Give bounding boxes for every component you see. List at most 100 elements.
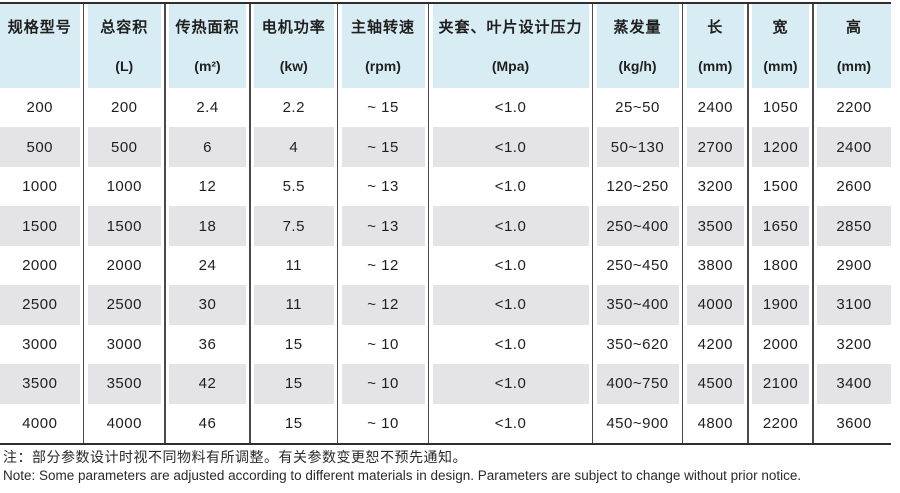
table-cell: 2200: [748, 403, 813, 443]
cell-value: <1.0: [494, 99, 527, 117]
column-divider: [747, 4, 749, 443]
cell-value: 2850: [836, 217, 872, 235]
cell-value: 2000: [22, 256, 58, 274]
column-header: 传热面积 (m²): [165, 4, 250, 88]
table-cell: ~ 15: [338, 88, 429, 128]
table-cell: 2000: [84, 245, 166, 286]
cell-value: 2400: [697, 99, 733, 117]
cell-value: 3000: [22, 335, 58, 353]
table-cell: ~ 12: [338, 285, 429, 325]
column-title: 主轴转速: [350, 18, 415, 36]
cell-value: 350~620: [606, 335, 669, 353]
table-cell: 3100: [813, 285, 891, 325]
spec-table: 规格型号 总容积 (L) 传热面积 (m²) 电机功率 (kw) 主轴转速 (r…: [0, 4, 891, 443]
cell-value: ~ 10: [367, 375, 399, 393]
table-cell: <1.0: [429, 285, 593, 325]
column-unit: (mm): [836, 58, 872, 74]
cell-value: ~ 10: [367, 335, 399, 353]
table-cell: 15: [250, 364, 338, 404]
cell-value: <1.0: [494, 375, 527, 393]
table-cell: 1000: [0, 166, 84, 207]
cell-value: 1200: [762, 138, 799, 156]
table-row: 2000 2000 24 11 ~ 12 <1.0 250~450 3800 1…: [0, 245, 891, 286]
table-cell: 15: [250, 403, 338, 443]
table-body: 200 200 2.4 2.2 ~ 15 <1.0 25~50 2400 105…: [0, 88, 891, 443]
table-cell: 1200: [748, 127, 813, 167]
table-row: 1500 1500 18 7.5 ~ 13 <1.0 250~400 3500 …: [0, 206, 891, 246]
table-cell: 2500: [84, 285, 166, 325]
cell-value: 15: [284, 375, 303, 393]
table-cell: 2.2: [250, 88, 338, 128]
cell-value: 42: [198, 375, 217, 393]
cell-value: ~ 12: [367, 296, 399, 314]
column-header: 主轴转速 (rpm): [338, 4, 429, 88]
column-unit: (L): [115, 58, 134, 74]
column-title: 总容积: [100, 18, 149, 36]
table-cell: 3200: [813, 324, 891, 365]
table-cell: 2000: [0, 245, 84, 286]
table-cell: 3000: [84, 324, 166, 365]
column-header: 电机功率 (kw): [250, 4, 338, 88]
cell-value: 36: [198, 335, 217, 353]
table-cell: 400~750: [593, 364, 683, 404]
table-cell: 18: [165, 206, 250, 246]
table-cell: 4000: [683, 285, 749, 325]
cell-value: 30: [198, 296, 217, 314]
column-header: 宽 (mm): [748, 4, 813, 88]
cell-value: <1.0: [494, 414, 527, 432]
column-divider: [812, 4, 814, 443]
cell-value: ~ 10: [367, 414, 399, 432]
cell-value: 3400: [836, 375, 872, 393]
column-title: 蒸发量: [613, 18, 662, 36]
table-cell: 1050: [748, 88, 813, 128]
table-cell: <1.0: [429, 245, 593, 286]
table-cell: <1.0: [429, 127, 593, 167]
table-cell: 4200: [683, 324, 749, 365]
cell-value: 3600: [836, 414, 872, 432]
cell-value: 1000: [106, 178, 142, 196]
cell-value: <1.0: [494, 217, 527, 235]
cell-value: 11: [285, 256, 303, 274]
table-cell: 2500: [0, 285, 84, 325]
cell-value: 4: [289, 138, 299, 156]
table-cell: 3500: [0, 364, 84, 404]
footnotes: 注：部分参数设计时视不同物料有所调整。有关参数变更恕不预先通知。 Note: S…: [3, 448, 897, 485]
column-divider: [164, 4, 166, 443]
table-cell: ~ 12: [338, 245, 429, 286]
cell-value: 2500: [106, 296, 142, 314]
column-unit: (kw): [279, 58, 308, 74]
column-title: 电机功率: [261, 18, 326, 36]
cell-value: 15: [284, 414, 303, 432]
table-cell: 42: [165, 364, 250, 404]
cell-value: 2200: [762, 414, 799, 432]
table-row: 4000 4000 46 15 ~ 10 <1.0 450~900 4800 2…: [0, 403, 891, 443]
cell-value: 2.4: [196, 99, 219, 117]
table-cell: 12: [165, 166, 250, 207]
cell-value: 3500: [22, 375, 58, 393]
cell-value: 400~750: [606, 375, 669, 393]
table-cell: 200: [84, 88, 166, 128]
cell-value: ~ 15: [367, 99, 399, 117]
table-row: 200 200 2.4 2.2 ~ 15 <1.0 25~50 2400 105…: [0, 88, 891, 128]
table-cell: 2200: [813, 88, 891, 128]
column-title: 规格型号: [7, 18, 72, 36]
cell-value: 200: [26, 99, 54, 117]
table-cell: <1.0: [429, 364, 593, 404]
cell-value: <1.0: [494, 335, 527, 353]
note-en: Note: Some parameters are adjusted accor…: [3, 468, 802, 483]
cell-value: 3200: [697, 178, 733, 196]
cell-value: 2600: [836, 178, 872, 196]
cell-value: 2700: [697, 138, 733, 156]
column-divider: [427, 4, 430, 443]
cell-value: 2400: [836, 138, 872, 156]
cell-value: 2100: [762, 375, 799, 393]
column-title: 夹套、叶片设计压力: [438, 18, 583, 36]
table-cell: <1.0: [429, 88, 593, 128]
cell-value: 50~130: [610, 138, 665, 156]
cell-value: 500: [26, 138, 54, 156]
cell-value: 3100: [836, 296, 872, 314]
cell-value: 2.2: [282, 99, 305, 117]
table-cell: 7.5: [250, 206, 338, 246]
table-cell: 1800: [748, 245, 813, 286]
table-cell: <1.0: [429, 403, 593, 443]
